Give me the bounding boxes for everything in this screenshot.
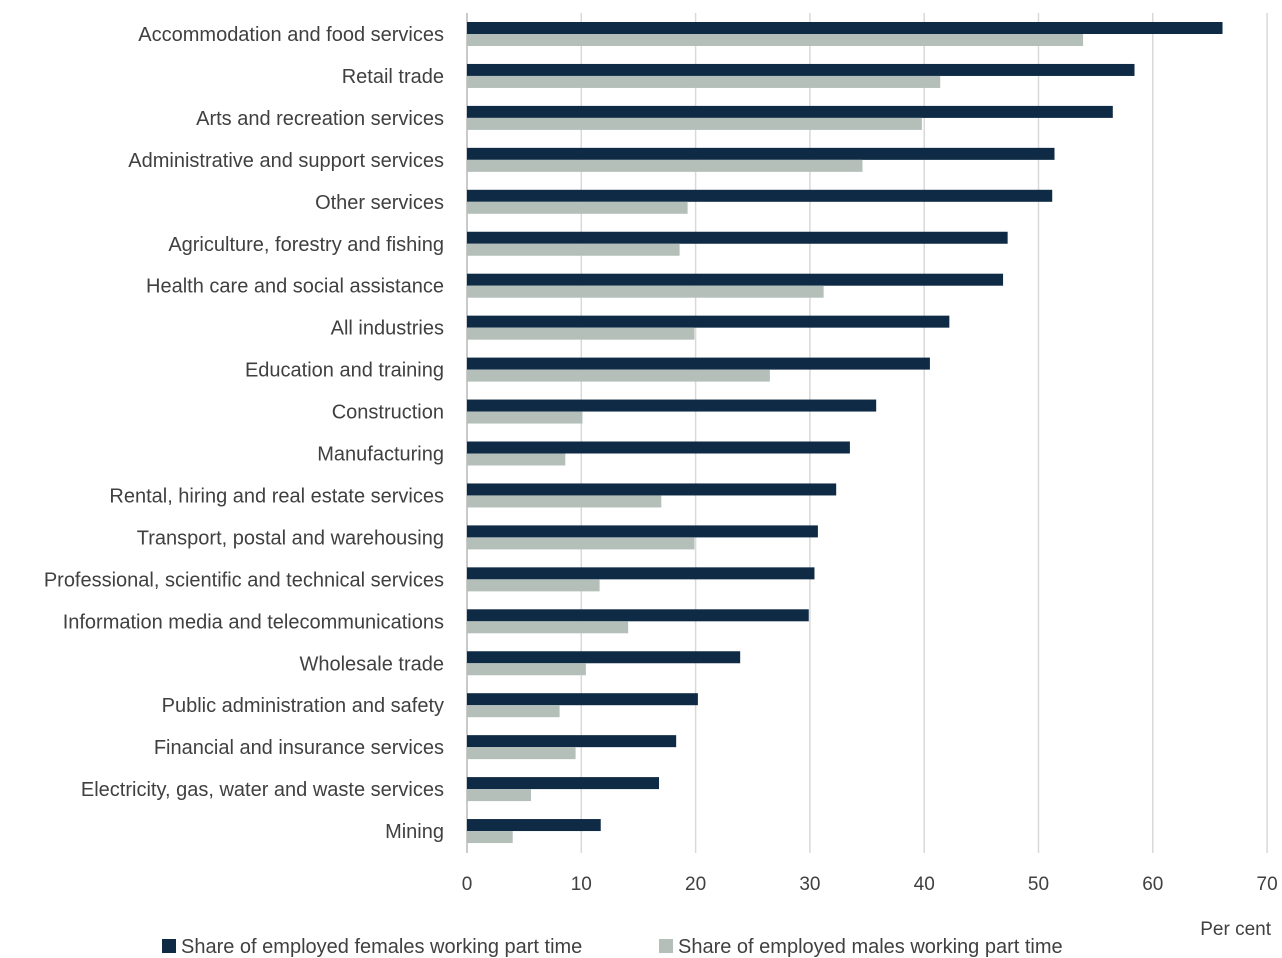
x-tick-label: 30 [799, 874, 820, 895]
x-tick-label: 10 [571, 874, 592, 895]
category-label: Manufacturing [317, 444, 444, 466]
category-label: Retail trade [342, 66, 444, 88]
bar-males [467, 663, 586, 676]
category-label: Transport, postal and warehousing [137, 527, 444, 549]
category-labels: Accommodation and food services Retail tr… [44, 24, 444, 843]
legend-swatch-males [659, 939, 673, 953]
category-label: Professional, scientific and technical s… [44, 569, 444, 591]
bar-females [467, 315, 950, 328]
bar-males [467, 117, 922, 130]
bar-females [467, 22, 1223, 34]
bar-males [467, 75, 941, 88]
bar-females [467, 735, 677, 748]
category-label: Other services [315, 192, 444, 214]
bar-males [467, 831, 513, 844]
bar-males [467, 34, 1084, 46]
bar-males [467, 369, 770, 382]
bar-females [467, 651, 741, 664]
bars [467, 22, 1223, 844]
category-label: Information media and telecommunications [63, 611, 444, 633]
bar-males [467, 495, 662, 508]
bar-females [467, 273, 1004, 286]
bar-females [467, 399, 877, 412]
bar-males [467, 453, 566, 466]
bar-females [467, 105, 1113, 118]
bar-females [467, 147, 1055, 160]
legend-swatch-females [162, 939, 176, 953]
bar-females [467, 189, 1053, 202]
bar-females [467, 819, 601, 832]
gridlines [466, 13, 1268, 853]
bar-males [467, 201, 688, 214]
bar-females [467, 693, 698, 706]
bar-males [467, 327, 695, 340]
category-label: Wholesale trade [299, 653, 444, 675]
x-tick-label: 40 [914, 874, 935, 895]
bar-females [467, 609, 809, 622]
category-label: Arts and recreation services [196, 108, 444, 130]
bar-males [467, 621, 629, 634]
legend-label-females: Share of employed females working part t… [181, 936, 582, 958]
x-tick-label: 50 [1028, 874, 1049, 895]
bar-females [467, 63, 1135, 76]
bar-males [467, 285, 824, 298]
category-label: All industries [331, 318, 444, 340]
bar-females [467, 567, 815, 580]
legend-label-males: Share of employed males working part tim… [678, 936, 1063, 958]
bar-females [467, 231, 1008, 244]
category-label: Mining [385, 821, 444, 843]
bar-males [467, 159, 863, 172]
bar-females [467, 483, 837, 496]
category-label: Financial and insurance services [154, 737, 444, 759]
bar-males [467, 747, 576, 760]
category-label: Public administration and safety [162, 695, 444, 717]
category-label: Health care and social assistance [146, 276, 444, 298]
x-tick-label: 20 [685, 874, 706, 895]
bar-females [467, 777, 660, 790]
category-label: Agriculture, forestry and fishing [168, 234, 444, 256]
category-label: Administrative and support services [128, 150, 444, 172]
bar-males [467, 243, 680, 256]
bar-males [467, 411, 583, 424]
x-tick-label: 70 [1257, 874, 1278, 895]
category-label: Construction [332, 402, 444, 424]
bar-females [467, 357, 930, 370]
category-label: Rental, hiring and real estate services [109, 485, 444, 507]
bar-males [467, 705, 560, 718]
x-tick-label: 60 [1142, 874, 1163, 895]
bar-males [467, 579, 600, 592]
legend: Share of employed females working part t… [162, 936, 1063, 958]
x-tick-label: 0 [462, 874, 473, 895]
x-axis-title: Per cent [1200, 919, 1271, 940]
x-tick-labels: 0 10 20 30 40 50 60 70 [462, 874, 1278, 895]
category-label: Education and training [245, 360, 444, 382]
category-label: Electricity, gas, water and waste servic… [81, 779, 444, 801]
category-label: Accommodation and food services [138, 24, 444, 46]
bar-males [467, 537, 695, 550]
bar-males [467, 789, 532, 802]
bar-females [467, 525, 818, 538]
bar-females [467, 441, 850, 454]
